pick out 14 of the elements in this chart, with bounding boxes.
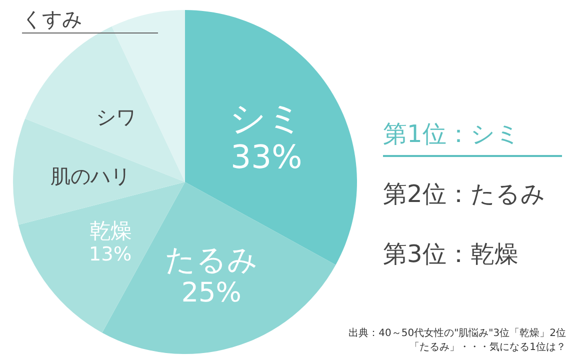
slice-label: シワ [96, 105, 136, 130]
text: 第3位：乾燥 [383, 240, 518, 268]
data-label: 33% [230, 138, 302, 176]
text: 第2位：たるみ [383, 180, 546, 208]
text: 「たるみ」・・・気になる1位は？ [410, 341, 566, 353]
data-label: 13% [88, 242, 132, 266]
source-note: 出典：40～50代女性の"肌悩み"3位「乾燥」2位 [348, 327, 566, 339]
slice-label: シミ [229, 98, 304, 140]
slice-label: 乾燥 [89, 218, 132, 244]
data-label: 25% [181, 277, 242, 308]
slice-label: 肌のハリ [50, 164, 131, 188]
text: 第1位：シミ [383, 120, 520, 148]
slice-label: たるみ [164, 242, 258, 278]
slice-label: くすみ [22, 7, 82, 31]
